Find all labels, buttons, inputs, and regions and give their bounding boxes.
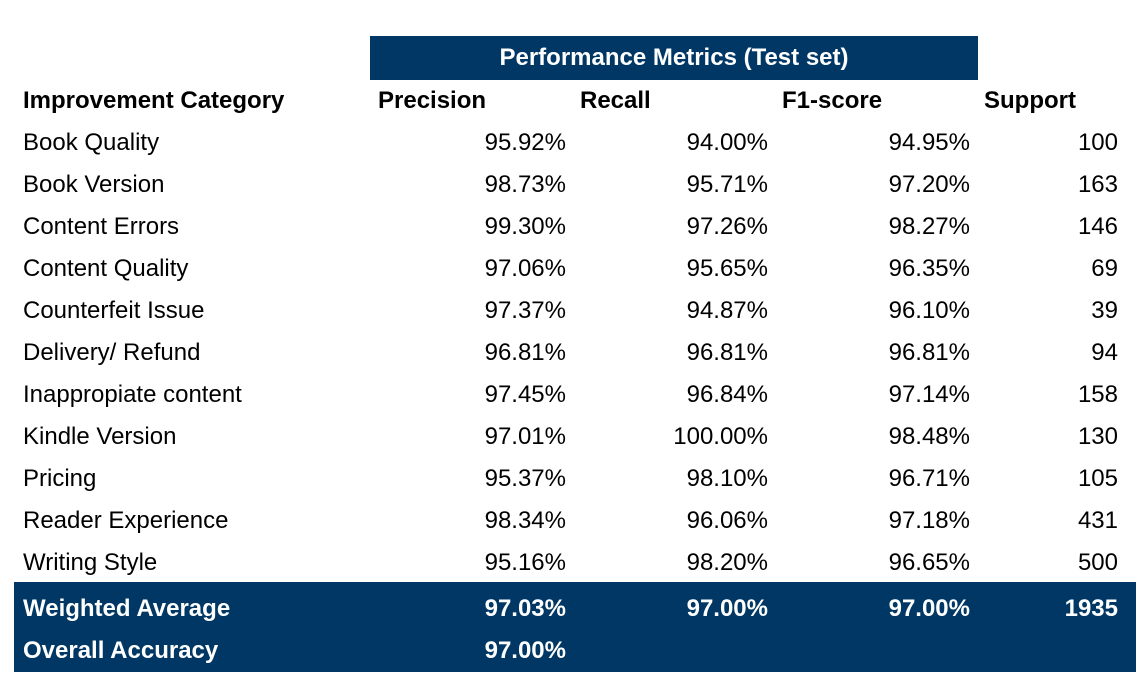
- support-cell: 500: [1077, 549, 1118, 576]
- precision-cell: 95.16%: [484, 549, 566, 576]
- recall-cell: 96.84%: [686, 381, 768, 408]
- f1-score-cell: 96.65%: [888, 549, 970, 576]
- f1-score-cell: 97.18%: [888, 507, 970, 534]
- header-support: Support: [984, 87, 1076, 114]
- category-cell: Content Errors: [23, 213, 180, 240]
- weighted-average-precision: 97.03%: [484, 595, 566, 622]
- f1-score-cell: 96.10%: [888, 297, 970, 324]
- table-row: Book Version 98.73% 95.71% 97.20% 163: [14, 164, 1136, 206]
- table-row: Reader Experience 98.34% 96.06% 97.18% 4…: [14, 500, 1136, 542]
- precision-cell: 95.92%: [484, 129, 566, 156]
- precision-cell: 97.01%: [484, 423, 566, 450]
- support-cell: 100: [1077, 129, 1118, 156]
- table-row: Book Quality 95.92% 94.00% 94.95% 100: [14, 122, 1136, 164]
- support-cell: 146: [1077, 213, 1118, 240]
- recall-cell: 94.87%: [686, 297, 768, 324]
- table-row: Pricing 95.37% 98.10% 96.71% 105: [14, 458, 1136, 500]
- f1-score-cell: 96.35%: [888, 255, 970, 282]
- table-header-row: Improvement Category Precision Recall F1…: [14, 80, 1136, 122]
- overall-accuracy-label: Overall Accuracy: [23, 637, 219, 664]
- f1-score-cell: 97.20%: [888, 171, 970, 198]
- table-row: Kindle Version 97.01% 100.00% 98.48% 130: [14, 416, 1136, 458]
- category-cell: Pricing: [23, 465, 97, 492]
- recall-cell: 95.65%: [686, 255, 768, 282]
- recall-cell: 95.71%: [686, 171, 768, 198]
- category-cell: Delivery/ Refund: [23, 339, 201, 366]
- overall-accuracy-row: Overall Accuracy 97.00%: [14, 630, 1136, 672]
- header-category: Improvement Category: [23, 87, 285, 114]
- category-cell: Counterfeit Issue: [23, 297, 205, 324]
- f1-score-cell: 98.27%: [888, 213, 970, 240]
- header-recall: Recall: [580, 87, 651, 114]
- support-cell: 163: [1077, 171, 1118, 198]
- weighted-average-f1-score: 97.00%: [888, 595, 970, 622]
- precision-cell: 97.37%: [484, 297, 566, 324]
- table-row: Writing Style 95.16% 98.20% 96.65% 500: [14, 542, 1136, 584]
- weighted-average-label: Weighted Average: [23, 595, 231, 622]
- overall-accuracy-value: 97.00%: [484, 637, 566, 664]
- recall-cell: 98.10%: [686, 465, 768, 492]
- category-cell: Content Quality: [23, 255, 189, 282]
- support-cell: 69: [1091, 255, 1118, 282]
- support-cell: 105: [1077, 465, 1118, 492]
- weighted-average-row: Weighted Average 97.03% 97.00% 97.00% 19…: [14, 588, 1136, 630]
- table-row: Delivery/ Refund 96.81% 96.81% 96.81% 94: [14, 332, 1136, 374]
- category-cell: Book Quality: [23, 129, 160, 156]
- recall-cell: 100.00%: [673, 423, 768, 450]
- precision-cell: 97.45%: [484, 381, 566, 408]
- recall-cell: 94.00%: [686, 129, 768, 156]
- category-cell: Writing Style: [23, 549, 158, 576]
- support-cell: 431: [1077, 507, 1118, 534]
- recall-cell: 97.26%: [686, 213, 768, 240]
- f1-score-cell: 96.71%: [888, 465, 970, 492]
- recall-cell: 98.20%: [686, 549, 768, 576]
- precision-cell: 99.30%: [484, 213, 566, 240]
- weighted-average-support: 1935: [1064, 595, 1118, 622]
- f1-score-cell: 96.81%: [888, 339, 970, 366]
- f1-score-cell: 94.95%: [888, 129, 970, 156]
- support-cell: 39: [1091, 297, 1118, 324]
- header-f1-score: F1-score: [782, 87, 883, 114]
- support-cell: 158: [1077, 381, 1118, 408]
- precision-cell: 95.37%: [484, 465, 566, 492]
- precision-cell: 97.06%: [484, 255, 566, 282]
- table-row: Inappropiate content 97.45% 96.84% 97.14…: [14, 374, 1136, 416]
- weighted-average-recall: 97.00%: [686, 595, 768, 622]
- table-row: Counterfeit Issue 97.37% 94.87% 96.10% 3…: [14, 290, 1136, 332]
- table-title: Performance Metrics (Test set): [370, 36, 978, 80]
- table-row: Content Errors 99.30% 97.26% 98.27% 146: [14, 206, 1136, 248]
- summary-block: Weighted Average 97.03% 97.00% 97.00% 19…: [14, 582, 1136, 672]
- precision-cell: 98.34%: [484, 507, 566, 534]
- table-row: Content Quality 97.06% 95.65% 96.35% 69: [14, 248, 1136, 290]
- precision-cell: 96.81%: [484, 339, 566, 366]
- recall-cell: 96.81%: [686, 339, 768, 366]
- recall-cell: 96.06%: [686, 507, 768, 534]
- f1-score-cell: 98.48%: [888, 423, 970, 450]
- category-cell: Inappropiate content: [23, 381, 242, 408]
- category-cell: Book Version: [23, 171, 165, 198]
- support-cell: 130: [1077, 423, 1118, 450]
- category-cell: Reader Experience: [23, 507, 229, 534]
- support-cell: 94: [1091, 339, 1118, 366]
- header-precision: Precision: [378, 87, 487, 114]
- f1-score-cell: 97.14%: [888, 381, 970, 408]
- category-cell: Kindle Version: [23, 423, 177, 450]
- precision-cell: 98.73%: [484, 171, 566, 198]
